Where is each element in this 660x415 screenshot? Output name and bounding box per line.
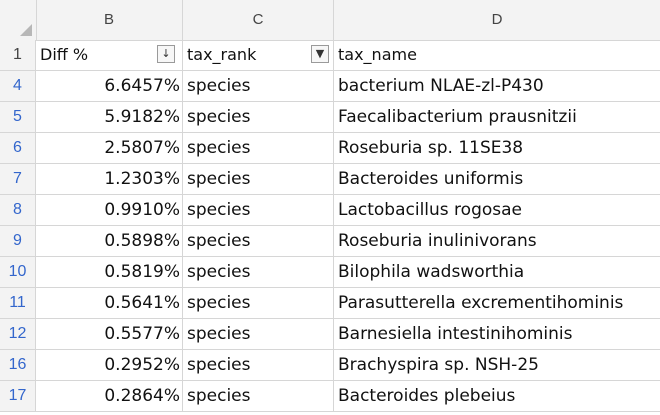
row-number[interactable]: 8 <box>0 195 36 225</box>
column-header-c[interactable]: C <box>183 0 334 40</box>
row-number[interactable]: 1 <box>0 40 36 70</box>
cell-tax-name[interactable]: Faecalibacterium prausnitzii <box>338 107 577 127</box>
sort-descending-icon[interactable]: ↓ <box>157 45 175 63</box>
cell-diff[interactable]: 6.6457% <box>36 71 183 101</box>
header-label-rank: tax_rank <box>187 45 257 64</box>
table-row: 10 0.5819% species Bilophila wadsworthia <box>0 257 660 288</box>
cell-tax-name[interactable]: Bilophila wadsworthia <box>338 262 525 282</box>
cell-tax-rank[interactable]: species <box>183 319 334 349</box>
row-number[interactable]: 5 <box>0 102 36 132</box>
select-all-button[interactable] <box>0 0 37 40</box>
table-header-row: 1 Diff % ↓ tax_rank ▼ tax_name <box>0 40 660 71</box>
column-header-d[interactable]: D <box>491 11 503 28</box>
cell-tax-rank[interactable]: species <box>183 350 334 380</box>
cell-tax-rank[interactable]: species <box>183 102 334 132</box>
cell-tax-rank[interactable]: species <box>183 164 334 194</box>
select-all-icon <box>20 24 32 36</box>
header-cell-diff[interactable]: Diff % ↓ <box>36 40 183 70</box>
row-number[interactable]: 4 <box>0 71 36 101</box>
row-number[interactable]: 7 <box>0 164 36 194</box>
row-number[interactable]: 16 <box>0 350 36 380</box>
row-number[interactable]: 17 <box>0 381 36 411</box>
header-label-diff: Diff % <box>40 45 89 64</box>
cell-tax-rank[interactable]: species <box>183 257 334 287</box>
row-number[interactable]: 6 <box>0 133 36 163</box>
row-number[interactable]: 9 <box>0 226 36 256</box>
cell-tax-name[interactable]: Brachyspira sp. NSH-25 <box>338 355 539 375</box>
cell-tax-name[interactable]: Roseburia sp. 11SE38 <box>338 138 524 158</box>
table-row: 16 0.2952% species Brachyspira sp. NSH-25 <box>0 350 660 381</box>
column-header-row: B C D <box>0 0 660 41</box>
cell-tax-rank[interactable]: species <box>183 226 334 256</box>
cell-tax-name[interactable]: Barnesiella intestinihominis <box>338 324 573 344</box>
cell-tax-rank[interactable]: species <box>183 71 334 101</box>
cell-diff[interactable]: 0.5898% <box>36 226 183 256</box>
cell-tax-rank[interactable]: species <box>183 133 334 163</box>
cell-tax-name[interactable]: bacterium NLAE-zl-P430 <box>338 76 544 96</box>
cell-tax-name[interactable]: Bacteroides uniformis <box>338 169 524 189</box>
cell-diff[interactable]: 0.2864% <box>36 381 183 411</box>
table-row: 12 0.5577% species Barnesiella intestinihom… <box>0 319 660 350</box>
table-row: 7 1.2303% species Bacteroides uniformis <box>0 164 660 195</box>
table-row: 17 0.2864% species Bacteroides plebeius <box>0 381 660 412</box>
cell-diff[interactable]: 0.2952% <box>36 350 183 380</box>
cell-diff[interactable]: 0.5819% <box>36 257 183 287</box>
cell-diff[interactable]: 2.5807% <box>36 133 183 163</box>
table-row: 5 5.9182% species Faecalibacterium prausnit… <box>0 102 660 133</box>
cell-diff[interactable]: 0.5577% <box>36 319 183 349</box>
row-number[interactable]: 10 <box>0 257 36 287</box>
cell-diff[interactable]: 0.5641% <box>36 288 183 318</box>
table-row: 6 2.5807% species Roseburia sp. 11SE38 <box>0 133 660 164</box>
header-cell-rank[interactable]: tax_rank ▼ <box>183 40 334 70</box>
cell-diff[interactable]: 1.2303% <box>36 164 183 194</box>
table-row: 4 6.6457% species bacterium NLAE-zl-P430 <box>0 71 660 102</box>
header-cell-name[interactable]: tax_name <box>334 40 660 70</box>
cell-tax-name[interactable]: Lactobacillus rogosae <box>338 200 523 220</box>
cell-tax-rank[interactable]: species <box>183 195 334 225</box>
header-label-name: tax_name <box>338 45 417 64</box>
cell-tax-name[interactable]: Roseburia inulinivorans <box>338 231 537 251</box>
table-row: 11 0.5641% species Parasutterella excrement… <box>0 288 660 319</box>
row-number[interactable]: 12 <box>0 319 36 349</box>
cell-diff[interactable]: 0.9910% <box>36 195 183 225</box>
column-header-b[interactable]: B <box>36 0 183 40</box>
cell-tax-rank[interactable]: species <box>183 288 334 318</box>
table-row: 8 0.9910% species Lactobacillus rogosae <box>0 195 660 226</box>
cell-tax-rank[interactable]: species <box>183 381 334 411</box>
cell-tax-name[interactable]: Bacteroides plebeius <box>338 386 516 406</box>
row-number[interactable]: 11 <box>0 288 36 318</box>
cell-tax-name[interactable]: Parasutterella excrementihominis <box>338 293 624 313</box>
filter-active-icon[interactable]: ▼ <box>311 45 329 63</box>
table-row: 9 0.5898% species Roseburia inulinivorans <box>0 226 660 257</box>
cell-diff[interactable]: 5.9182% <box>36 102 183 132</box>
